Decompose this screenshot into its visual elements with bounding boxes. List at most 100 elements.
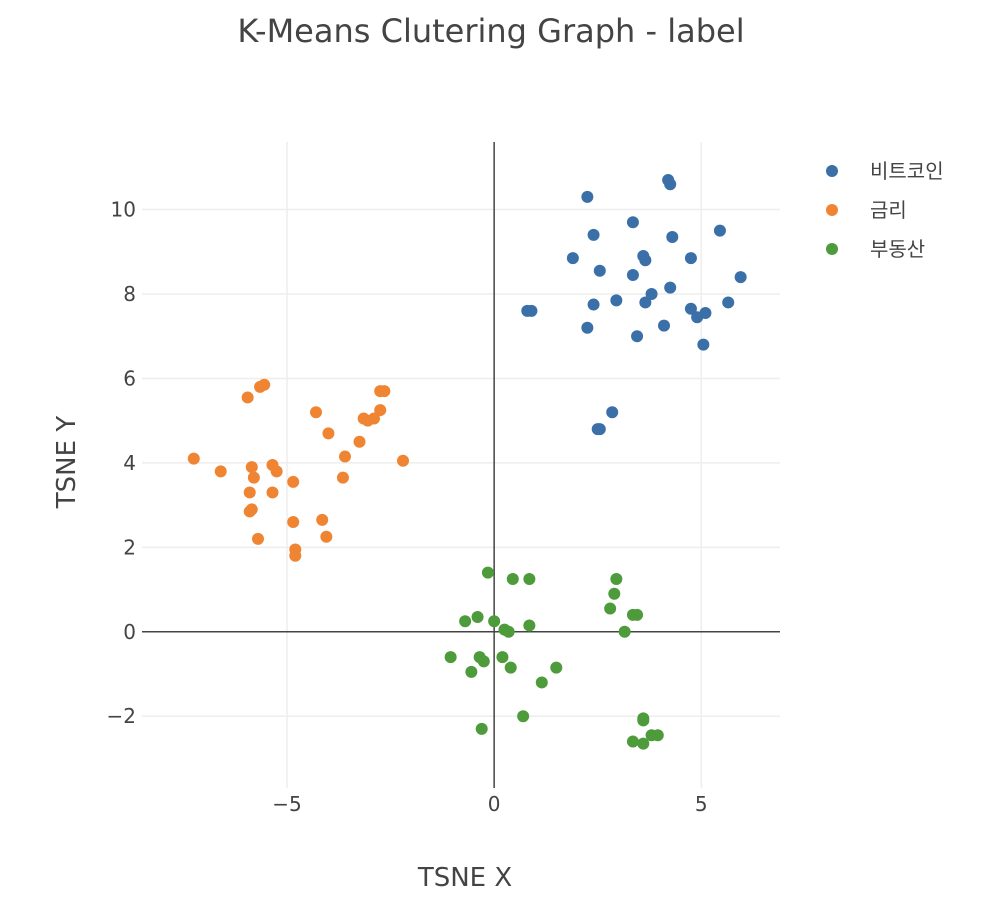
- data-point[interactable]: [608, 587, 621, 600]
- data-point[interactable]: [243, 505, 256, 518]
- x-tick-label: 5: [695, 792, 708, 816]
- zero-lines: [142, 142, 780, 788]
- data-point[interactable]: [496, 651, 509, 664]
- data-point[interactable]: [697, 338, 710, 351]
- data-point[interactable]: [664, 178, 677, 191]
- data-point[interactable]: [477, 655, 490, 668]
- data-point[interactable]: [368, 412, 380, 425]
- data-point[interactable]: [336, 471, 349, 484]
- legend-label: 비트코인: [870, 159, 944, 183]
- data-point[interactable]: [266, 486, 279, 499]
- data-point[interactable]: [566, 252, 579, 265]
- data-point[interactable]: [488, 615, 501, 628]
- data-point[interactable]: [523, 619, 536, 632]
- data-point[interactable]: [502, 625, 515, 638]
- y-tick-label: 4: [123, 451, 136, 475]
- data-point[interactable]: [604, 602, 617, 615]
- data-point[interactable]: [684, 302, 697, 315]
- data-point[interactable]: [214, 465, 227, 478]
- data-point[interactable]: [581, 321, 594, 334]
- data-point[interactable]: [713, 224, 726, 237]
- data-point[interactable]: [187, 452, 200, 465]
- data-point[interactable]: [734, 271, 747, 284]
- data-point[interactable]: [587, 298, 600, 311]
- data-point[interactable]: [254, 380, 267, 393]
- data-point[interactable]: [517, 710, 530, 723]
- y-axis-title: TSNE Y: [52, 416, 82, 510]
- data-point[interactable]: [591, 423, 604, 436]
- chart-title: K-Means Clutering Graph - label: [237, 12, 744, 50]
- legend-item[interactable]: 비트코인: [826, 159, 944, 183]
- y-tick-label: 2: [123, 535, 136, 559]
- data-point[interactable]: [664, 281, 677, 294]
- data-point[interactable]: [475, 722, 488, 735]
- data-point[interactable]: [444, 651, 457, 664]
- data-point[interactable]: [459, 615, 472, 628]
- data-point[interactable]: [639, 254, 652, 267]
- data-point[interactable]: [722, 296, 735, 309]
- x-axis-title: TSNE X: [417, 863, 512, 893]
- data-point[interactable]: [626, 216, 639, 229]
- data-point[interactable]: [684, 252, 697, 265]
- legend-label: 금리: [870, 198, 907, 222]
- data-point[interactable]: [637, 737, 650, 750]
- data-point[interactable]: [241, 391, 254, 404]
- data-point[interactable]: [339, 450, 351, 463]
- data-point[interactable]: [626, 735, 639, 748]
- data-point[interactable]: [243, 486, 256, 499]
- y-tick-label: 10: [111, 198, 136, 222]
- data-point[interactable]: [645, 288, 658, 300]
- data-point[interactable]: [666, 231, 679, 243]
- data-point[interactable]: [651, 729, 664, 742]
- data-point[interactable]: [397, 454, 409, 467]
- data-point[interactable]: [320, 530, 333, 543]
- legend-marker: [826, 204, 838, 216]
- data-point[interactable]: [465, 665, 478, 678]
- y-tick-label: 6: [123, 366, 136, 390]
- data-point[interactable]: [252, 532, 264, 545]
- data-point[interactable]: [378, 385, 391, 398]
- data-point[interactable]: [658, 319, 670, 332]
- data-point[interactable]: [631, 608, 644, 621]
- data-point[interactable]: [247, 471, 260, 484]
- data-point[interactable]: [639, 296, 652, 309]
- data-point[interactable]: [587, 228, 600, 241]
- data-point[interactable]: [637, 714, 650, 727]
- grid-lines: [142, 142, 780, 788]
- data-point[interactable]: [471, 611, 484, 623]
- data-point[interactable]: [353, 435, 366, 448]
- data-point[interactable]: [525, 304, 538, 317]
- data-point[interactable]: [481, 566, 494, 579]
- data-point[interactable]: [270, 465, 283, 478]
- data-point[interactable]: [593, 264, 606, 277]
- x-tick-label: −5: [272, 792, 301, 816]
- data-point[interactable]: [245, 461, 258, 474]
- data-point[interactable]: [610, 573, 623, 585]
- data-point[interactable]: [322, 427, 335, 440]
- data-point[interactable]: [581, 190, 594, 203]
- data-point[interactable]: [504, 661, 517, 674]
- data-point[interactable]: [618, 625, 631, 638]
- data-point[interactable]: [316, 513, 329, 526]
- data-point[interactable]: [289, 549, 302, 562]
- legend-item[interactable]: 부동산: [826, 237, 925, 261]
- data-point[interactable]: [626, 269, 639, 281]
- legend-marker: [826, 165, 838, 177]
- data-point[interactable]: [287, 475, 300, 488]
- data-point[interactable]: [631, 330, 644, 343]
- data-point[interactable]: [287, 516, 300, 528]
- data-point[interactable]: [606, 406, 619, 419]
- data-point[interactable]: [610, 294, 623, 307]
- tick-labels: −5 0 5 −2 0 2 4 6 8 10: [107, 198, 708, 816]
- data-point[interactable]: [523, 573, 536, 585]
- data-point[interactable]: [535, 676, 548, 689]
- data-point[interactable]: [310, 406, 322, 419]
- data-point[interactable]: [374, 404, 387, 417]
- data-point[interactable]: [699, 307, 712, 319]
- data-point[interactable]: [506, 573, 519, 585]
- data-point[interactable]: [550, 661, 563, 674]
- legend-item[interactable]: 금리: [826, 198, 907, 222]
- x-tick-label: 0: [488, 792, 501, 816]
